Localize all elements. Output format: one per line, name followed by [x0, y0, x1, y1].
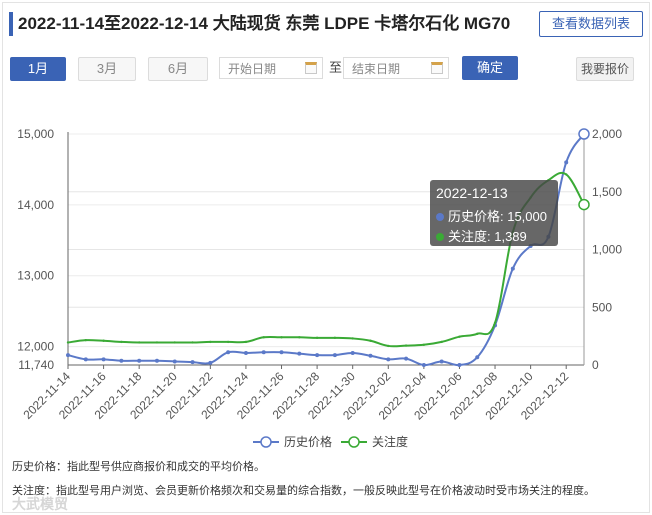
y-right-tick-label: 2,000	[592, 127, 622, 141]
price-point	[368, 353, 373, 358]
tooltip-attention-row: 关注度: 1,389	[436, 226, 527, 245]
price-point	[279, 350, 284, 355]
chart-legend: 历史价格 关注度	[0, 432, 652, 452]
range-button-6-months[interactable]: 6月	[148, 57, 208, 81]
price-point	[190, 360, 195, 365]
price-point	[457, 363, 462, 367]
start-date-input[interactable]: 开始日期	[219, 57, 323, 79]
view-data-list-button[interactable]: 查看数据列表	[539, 11, 643, 37]
price-point	[421, 363, 426, 367]
price-point	[404, 356, 409, 361]
y-right-tick-label: 1,000	[592, 243, 622, 257]
y-right-tick-label: 0	[592, 358, 599, 372]
y-left-tick-label: 14,000	[17, 198, 54, 212]
attention-point	[155, 341, 159, 344]
tooltip-price-row: 历史价格: 15,000	[436, 206, 547, 225]
range-button-3-months[interactable]: 3月	[78, 57, 136, 81]
attention-point	[244, 340, 248, 344]
attention-point	[387, 344, 390, 348]
page-title: 2022-11-14至2022-12-14 大陆现货 东莞 LDPE 卡塔尔石化…	[18, 14, 511, 33]
confirm-button[interactable]: 确定	[462, 56, 518, 80]
y-right-tick-label: 1,500	[592, 185, 622, 199]
attention-point	[369, 339, 372, 342]
attention-point	[440, 340, 443, 344]
price-point	[510, 266, 515, 271]
price-point	[154, 358, 159, 363]
date-range-separator: 至	[329, 60, 343, 75]
attention-point	[404, 344, 408, 347]
legend-price-line-icon	[253, 436, 279, 448]
attention-point	[351, 337, 354, 340]
attention-point	[191, 341, 194, 344]
price-point	[332, 353, 337, 358]
price-point	[350, 350, 355, 355]
y-left-tick-label: 13,000	[17, 269, 54, 283]
attention-point	[262, 336, 265, 339]
y-left-tick-label: 11,740	[18, 358, 54, 372]
request-quote-button[interactable]: 我要报价	[576, 57, 634, 81]
end-date-placeholder: 结束日期	[352, 62, 401, 76]
price-point	[119, 358, 124, 363]
chart-tooltip: 2022-12-13 历史价格: 15,000 关注度: 1,389	[430, 180, 558, 246]
attention-point	[315, 336, 319, 340]
attention-point	[493, 321, 497, 325]
attention-point	[66, 341, 70, 344]
price-point	[208, 360, 213, 365]
attention-point	[120, 340, 123, 344]
attention-point	[137, 341, 141, 344]
price-point	[386, 357, 391, 362]
y-right-tick-label: 500	[592, 300, 612, 314]
attention-point	[102, 339, 105, 342]
attention-point	[280, 336, 283, 339]
attention-point	[565, 173, 568, 176]
legend-attention-label: 关注度	[372, 435, 409, 449]
tooltip-price: 历史价格: 15,000	[448, 209, 547, 224]
calendar-icon[interactable]	[431, 62, 443, 74]
price-hover-marker	[578, 128, 590, 140]
start-date-placeholder: 开始日期	[228, 62, 277, 76]
tooltip-attention: 关注度: 1,389	[448, 229, 527, 244]
attention-hover-marker	[578, 198, 590, 211]
price-point	[172, 359, 177, 364]
attention-point	[209, 340, 212, 344]
y-left-tick-label: 12,000	[17, 340, 54, 354]
watermark: 大武模贸	[12, 496, 68, 512]
attention-point	[298, 336, 301, 339]
attention-point	[173, 341, 176, 344]
price-point	[475, 355, 480, 360]
price-point	[261, 350, 266, 355]
price-dot-icon	[436, 213, 444, 221]
tooltip-date: 2022-12-13	[436, 185, 508, 201]
price-point	[315, 353, 320, 358]
legend-attention-line-icon	[341, 436, 367, 448]
price-point	[226, 350, 231, 355]
title-accent-bar	[9, 12, 13, 36]
price-point	[83, 357, 88, 362]
price-point	[137, 358, 142, 363]
calendar-icon[interactable]	[305, 62, 317, 74]
price-point	[439, 359, 444, 364]
price-point	[66, 353, 70, 358]
attention-point	[226, 340, 230, 344]
price-note: 历史价格：指此型号供应商报价和成交的平均价格。	[12, 461, 265, 473]
end-date-input[interactable]: 结束日期	[343, 57, 449, 79]
attention-point	[422, 343, 426, 346]
price-point	[564, 160, 569, 165]
y-left-tick-label: 15,000	[17, 127, 54, 141]
attention-dot-icon	[436, 233, 444, 241]
price-point	[243, 350, 248, 355]
legend-price-label: 历史价格	[284, 435, 333, 449]
attention-note: 关注度：指此型号用户浏览、会员更新价格频次和交易量的综合指数，一般反映此型号在价…	[12, 485, 595, 497]
price-point	[101, 357, 106, 362]
attention-point	[458, 335, 461, 338]
range-button-1-month[interactable]: 1月	[10, 57, 66, 81]
attention-point	[84, 338, 87, 342]
attention-point	[333, 336, 337, 340]
attention-point	[476, 332, 479, 336]
price-point	[297, 351, 302, 356]
